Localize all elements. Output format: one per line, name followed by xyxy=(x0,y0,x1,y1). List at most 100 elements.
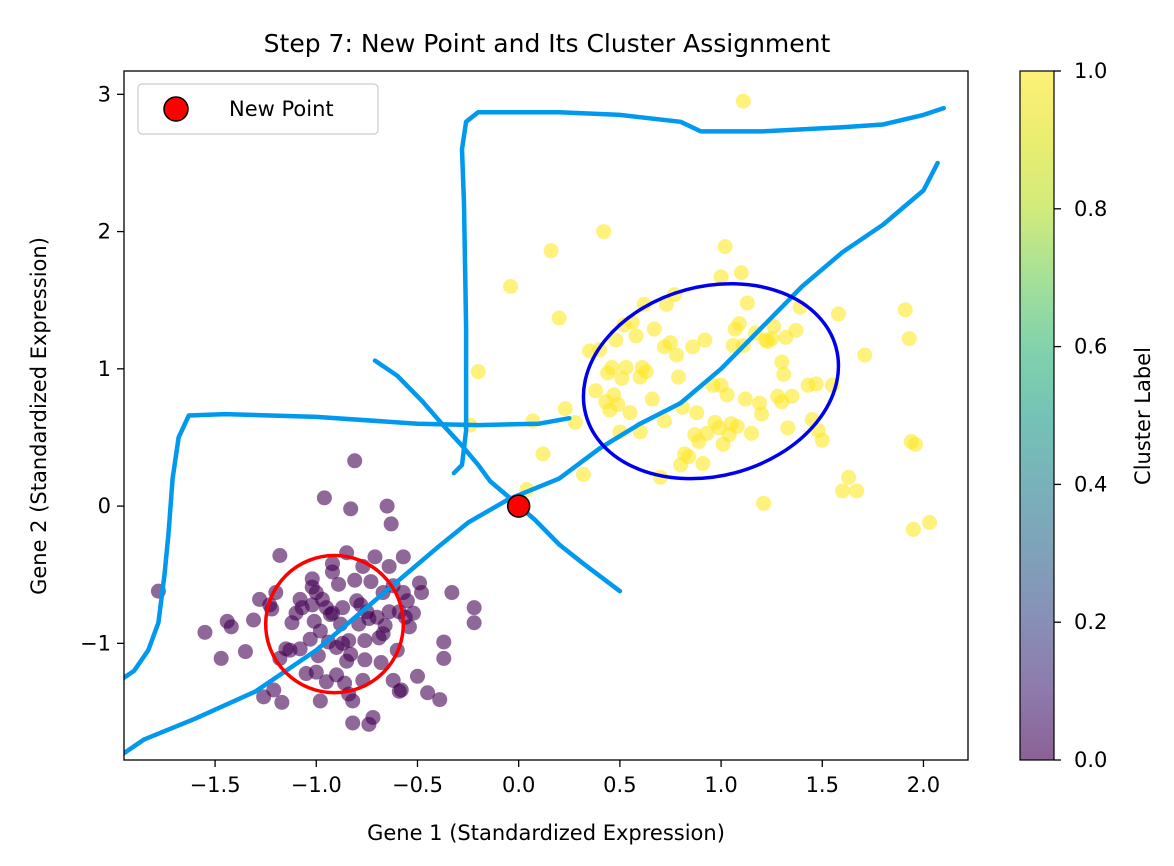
data-point-cluster-0 xyxy=(292,641,308,657)
data-point-cluster-1 xyxy=(503,278,519,294)
colorbar-tick-label: 1.0 xyxy=(1074,59,1107,83)
data-point-cluster-0 xyxy=(367,549,383,565)
data-point-cluster-0 xyxy=(308,664,324,680)
data-point-cluster-1 xyxy=(567,414,583,430)
data-point-cluster-0 xyxy=(197,624,213,640)
data-point-cluster-0 xyxy=(436,650,452,666)
data-point-cluster-1 xyxy=(608,332,624,348)
data-point-cluster-1 xyxy=(808,376,824,392)
data-point-cluster-0 xyxy=(331,576,347,592)
data-point-cluster-0 xyxy=(237,644,253,660)
data-point-cluster-1 xyxy=(610,397,626,413)
colorbar-label: Cluster Label xyxy=(1131,347,1155,485)
data-point-cluster-1 xyxy=(719,387,735,403)
data-point-cluster-0 xyxy=(414,585,430,601)
cluster-ellipses xyxy=(263,282,841,695)
data-point-cluster-0 xyxy=(341,633,357,649)
data-point-cluster-1 xyxy=(849,483,865,499)
data-point-cluster-0 xyxy=(373,655,389,671)
data-point-cluster-1 xyxy=(743,425,759,441)
data-point-cluster-1 xyxy=(618,359,634,375)
data-point-cluster-0 xyxy=(345,715,361,731)
data-point-cluster-1 xyxy=(543,243,559,259)
annotation-strokes xyxy=(124,105,946,756)
data-point-cluster-0 xyxy=(409,668,425,684)
data-point-cluster-0 xyxy=(316,490,332,506)
legend-entry: New Point xyxy=(229,97,334,121)
data-point-cluster-1 xyxy=(644,391,660,407)
annotation-stroke-1 xyxy=(124,411,572,681)
x-axis-label: Gene 1 (Standardized Expression) xyxy=(367,821,725,845)
chart-title: Step 7: New Point and Its Cluster Assign… xyxy=(264,29,831,58)
y-tick-label: −1 xyxy=(80,631,111,655)
colorbar-tick-label: 0.2 xyxy=(1074,610,1107,634)
cluster-1-ellipse xyxy=(581,282,841,481)
y-axis-ticks: −1 0 1 2 3 xyxy=(80,82,124,655)
data-point-cluster-1 xyxy=(699,425,715,441)
data-point-cluster-0 xyxy=(302,631,318,647)
data-point-cluster-1 xyxy=(788,322,804,338)
data-point-cluster-1 xyxy=(669,347,685,363)
data-point-cluster-1 xyxy=(535,446,551,462)
data-point-cluster-0 xyxy=(466,615,482,631)
legend-box xyxy=(137,83,379,135)
annotation-stroke-3 xyxy=(372,358,623,594)
data-point-cluster-1 xyxy=(689,405,705,421)
data-point-cluster-1 xyxy=(697,332,713,348)
plot-frame xyxy=(123,70,969,761)
data-point-cluster-1 xyxy=(685,339,701,355)
data-point-cluster-1 xyxy=(857,347,873,363)
data-point-cluster-0 xyxy=(324,556,340,572)
data-point-cluster-1 xyxy=(766,318,782,334)
x-tick-label: 1.5 xyxy=(806,773,839,797)
data-point-cluster-0 xyxy=(420,685,436,701)
data-point-cluster-0 xyxy=(365,709,381,725)
data-point-cluster-0 xyxy=(381,558,397,574)
data-point-cluster-1 xyxy=(656,413,672,429)
data-point-cluster-1 xyxy=(905,521,921,537)
data-point-cluster-0 xyxy=(393,682,409,698)
data-point-cluster-1 xyxy=(638,364,654,380)
x-tick-label: −1.0 xyxy=(291,773,342,797)
cluster-0-ellipse xyxy=(263,553,406,695)
data-point-cluster-0 xyxy=(405,605,421,621)
colorbar-tick-label: 0.8 xyxy=(1074,197,1107,221)
data-point-cluster-1 xyxy=(841,469,857,485)
data-point-cluster-1 xyxy=(596,224,612,240)
data-point-cluster-1 xyxy=(835,483,851,499)
data-point-cluster-0 xyxy=(272,547,288,563)
colorbar-gradient xyxy=(1020,71,1054,760)
y-tick-label: 0 xyxy=(98,494,111,518)
data-point-cluster-1 xyxy=(604,359,620,375)
data-point-cluster-0 xyxy=(357,652,373,668)
colorbar-frame xyxy=(1019,70,1055,761)
data-point-cluster-1 xyxy=(628,328,644,344)
colorbar-tick-label: 0.4 xyxy=(1074,472,1107,496)
data-point-cluster-1 xyxy=(922,515,938,531)
x-tick-label: 1.0 xyxy=(704,773,737,797)
data-point-cluster-1 xyxy=(756,495,772,511)
data-point-cluster-0 xyxy=(377,617,393,633)
data-point-cluster-0 xyxy=(213,650,229,666)
legend-marker xyxy=(163,96,189,122)
data-point-cluster-1 xyxy=(774,354,790,370)
colorbar-tick-label: 0.6 xyxy=(1074,335,1107,359)
colorbar-tick-label: 0.0 xyxy=(1074,748,1107,772)
data-point-cluster-0 xyxy=(357,633,373,649)
y-tick-label: 2 xyxy=(98,220,111,244)
annotation-stroke-4 xyxy=(124,160,940,756)
data-point-cluster-1 xyxy=(695,456,711,472)
data-point-cluster-1 xyxy=(735,93,751,109)
data-point-cluster-1 xyxy=(729,418,745,434)
data-point-cluster-0 xyxy=(436,634,452,650)
data-point-cluster-0 xyxy=(401,619,417,635)
data-point-cluster-1 xyxy=(901,331,917,347)
data-point-cluster-0 xyxy=(345,693,361,709)
data-point-cluster-1 xyxy=(780,420,796,436)
data-point-cluster-0 xyxy=(274,694,290,710)
data-point-cluster-1 xyxy=(739,295,755,311)
x-tick-label: −1.5 xyxy=(190,773,241,797)
x-tick-label: −0.5 xyxy=(392,773,443,797)
data-point-cluster-1 xyxy=(776,366,792,382)
data-point-cluster-0 xyxy=(347,453,363,469)
